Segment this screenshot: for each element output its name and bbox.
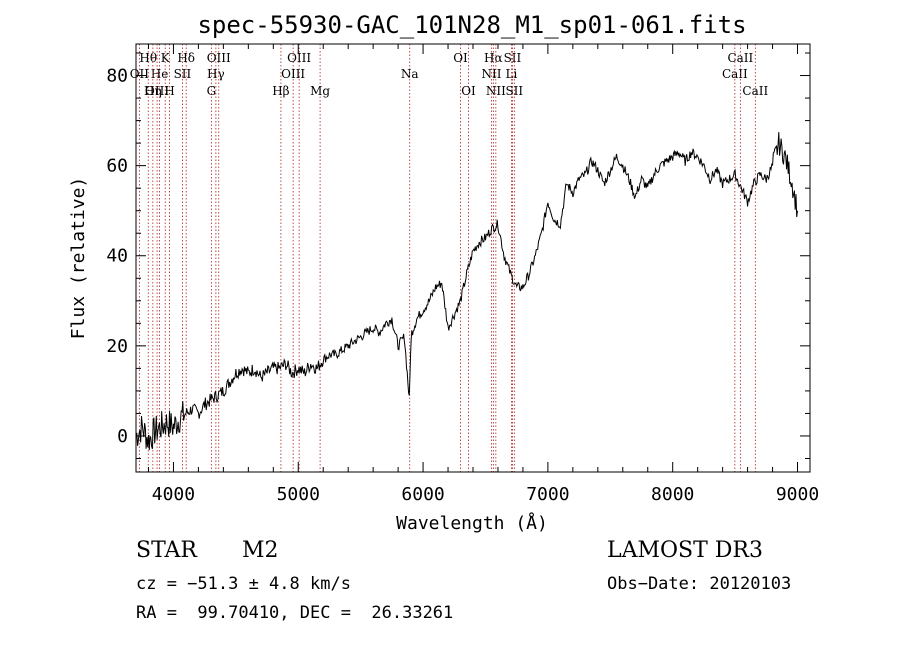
spectral-line-label: Mg — [310, 84, 330, 98]
x-tick-label: 8000 — [651, 484, 694, 505]
spectral-line-label: OI — [453, 51, 468, 65]
spectral-line-label: OIII — [207, 51, 231, 65]
spectral-line-label: NII — [481, 67, 501, 81]
spectral-line-label: OI — [461, 84, 476, 98]
plot-frame — [135, 43, 811, 473]
spectral-line-label: OII — [130, 67, 150, 81]
flux-series-line — [135, 132, 798, 451]
chart-title: spec-55930-GAC_101N28_M1_sp01-061.fits — [197, 11, 746, 39]
object-class: STAR — [136, 538, 197, 563]
y-tick-label: 80 — [106, 66, 128, 87]
observation-date: Obs−Date: 20120103 — [607, 574, 792, 594]
spectral-line-label: G — [207, 84, 217, 98]
object-subclass: M2 — [242, 538, 279, 563]
x-axis-label: Wavelength (Å) — [396, 512, 548, 534]
x-tick-label: 7000 — [526, 484, 569, 505]
redshift-cz: cz = −51.3 ± 4.8 km/s — [136, 574, 351, 594]
spectral-line-label: OIII — [145, 84, 169, 98]
y-axis-label: Flux (relative) — [68, 177, 89, 340]
spectral-line-label: H — [164, 84, 174, 98]
spectral-line-label: OIII — [287, 51, 311, 65]
x-tick-label: 5000 — [277, 484, 320, 505]
spectral-line-label: SII — [174, 67, 192, 81]
survey-name: LAMOST DR3 — [607, 538, 763, 563]
spectral-line-label: CaII — [727, 51, 753, 65]
spectral-line-label: SII — [505, 84, 523, 98]
spectral-line-label: Na — [401, 67, 419, 81]
spectrum-chart: spec-55930-GAC_101N28_M1_sp01-061.fits H… — [68, 11, 819, 534]
x-tick-label: 6000 — [401, 484, 444, 505]
spectral-line-label: K — [161, 51, 171, 65]
spectral-line-label: Hθ — [139, 51, 157, 65]
spectral-line-label: Hα — [484, 51, 503, 65]
y-tick-label: 20 — [106, 336, 128, 357]
spectral-line-label: Hγ — [207, 67, 225, 81]
spectral-line-label: Hδ — [177, 51, 195, 65]
x-tick-label: 9000 — [776, 484, 819, 505]
spectral-line-label: CaII — [722, 67, 748, 81]
y-tick-label: 40 — [106, 246, 128, 267]
spectral-line-label: He — [151, 67, 169, 81]
spectral-line-label: CaII — [742, 84, 768, 98]
x-tick-label: 4000 — [152, 484, 195, 505]
spectral-line-label: SII — [504, 51, 522, 65]
spectral-line-label: Hη — [144, 84, 162, 98]
spectral-line-label: Li — [506, 67, 518, 81]
spectral-line-label: Hβ — [272, 84, 289, 98]
y-tick-label: 60 — [106, 156, 128, 177]
axis-ticks: 4000 5000 6000 7000 8000 9000 0 20 40 60 80 — [106, 44, 819, 505]
spectral-line-label: NII — [486, 84, 506, 98]
spectral-line-markers: HθOIIOIIIHeHηKHSIIHδGHγOIIIHβOIIIOIIIMgN… — [130, 44, 768, 472]
spectral-line-label: OIII — [281, 67, 305, 81]
coordinates: RA = 99.70410, DEC = 26.33261 — [136, 603, 454, 623]
y-tick-label: 0 — [117, 426, 128, 447]
